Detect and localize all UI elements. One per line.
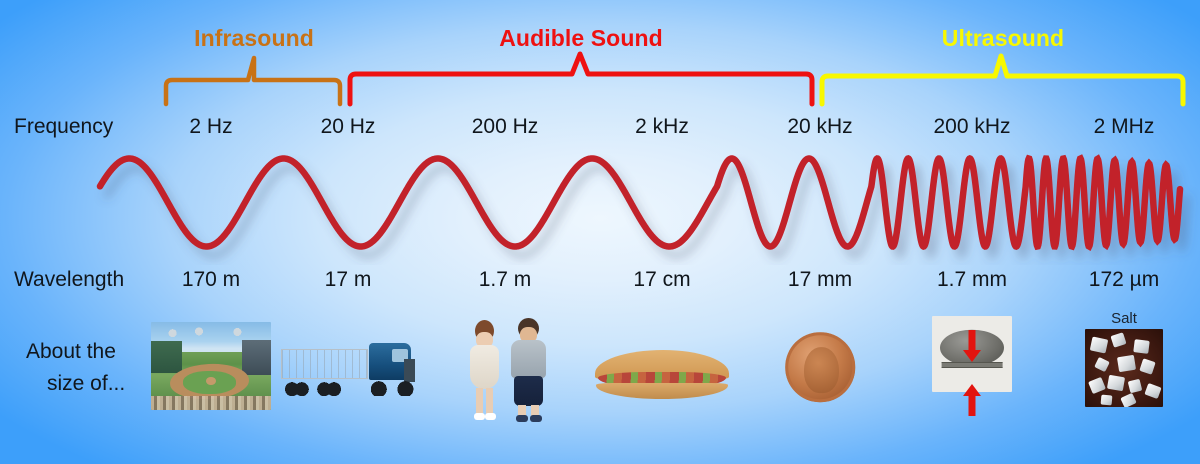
- wavelength-value-5: 17 mm: [787, 268, 853, 291]
- row-label-size-line1: About the: [26, 340, 116, 363]
- walking-couple-image: [453, 318, 557, 422]
- frequency-value-5: 20 kHz: [787, 115, 853, 138]
- semi-truck-image: [278, 330, 418, 402]
- penny-coin-image: [783, 330, 857, 404]
- arrow-up-icon: [932, 384, 1012, 416]
- submarine-sandwich-image: [592, 334, 732, 406]
- sound-wave-graphic: [96, 154, 1184, 251]
- frequency-value-2: 20 Hz: [320, 115, 376, 138]
- size-example-penny-coin: [783, 330, 857, 404]
- size-example-semi-truck: [278, 330, 418, 402]
- frequency-value-4: 2 kHz: [635, 115, 689, 138]
- band-label-infrasound: Infrasound: [194, 25, 314, 51]
- wavelength-value-4: 17 cm: [633, 268, 691, 291]
- size-example-salt-grains: Salt: [1085, 310, 1163, 407]
- size-example-baseball-stadium: [151, 322, 271, 410]
- frequency-value-3: 200 Hz: [471, 115, 539, 138]
- size-example-coin-thickness: [932, 316, 1012, 416]
- frequency-value-6: 200 kHz: [933, 115, 1011, 138]
- coin-thickness-image: [932, 316, 1012, 392]
- salt-grains-image: [1085, 329, 1163, 407]
- row-label-size-line2: size of...: [47, 372, 126, 395]
- row-label-wavelength: Wavelength: [14, 268, 125, 291]
- baseball-stadium-image: [151, 322, 271, 410]
- frequency-value-7: 2 MHz: [1093, 115, 1155, 138]
- band-label-ultrasound: Ultrasound: [941, 25, 1065, 51]
- wavelength-value-3: 1.7 m: [478, 268, 532, 291]
- wavelength-value-6: 1.7 mm: [936, 268, 1008, 291]
- frequency-value-1: 2 Hz: [189, 115, 233, 138]
- wavelength-value-1: 170 m: [181, 268, 241, 291]
- bracket-ultrasound: [819, 53, 1186, 107]
- size-example-submarine-sandwich: [592, 334, 732, 406]
- bracket-infrasound: [163, 55, 343, 107]
- row-label-frequency: Frequency: [14, 115, 114, 138]
- salt-caption: Salt: [1111, 310, 1137, 327]
- wavelength-value-7: 172 µm: [1088, 268, 1160, 291]
- size-example-walking-couple: [453, 318, 557, 422]
- wavelength-value-2: 17 m: [324, 268, 372, 291]
- bracket-audible-sound: [347, 51, 815, 107]
- band-label-audible-sound: Audible Sound: [499, 25, 663, 51]
